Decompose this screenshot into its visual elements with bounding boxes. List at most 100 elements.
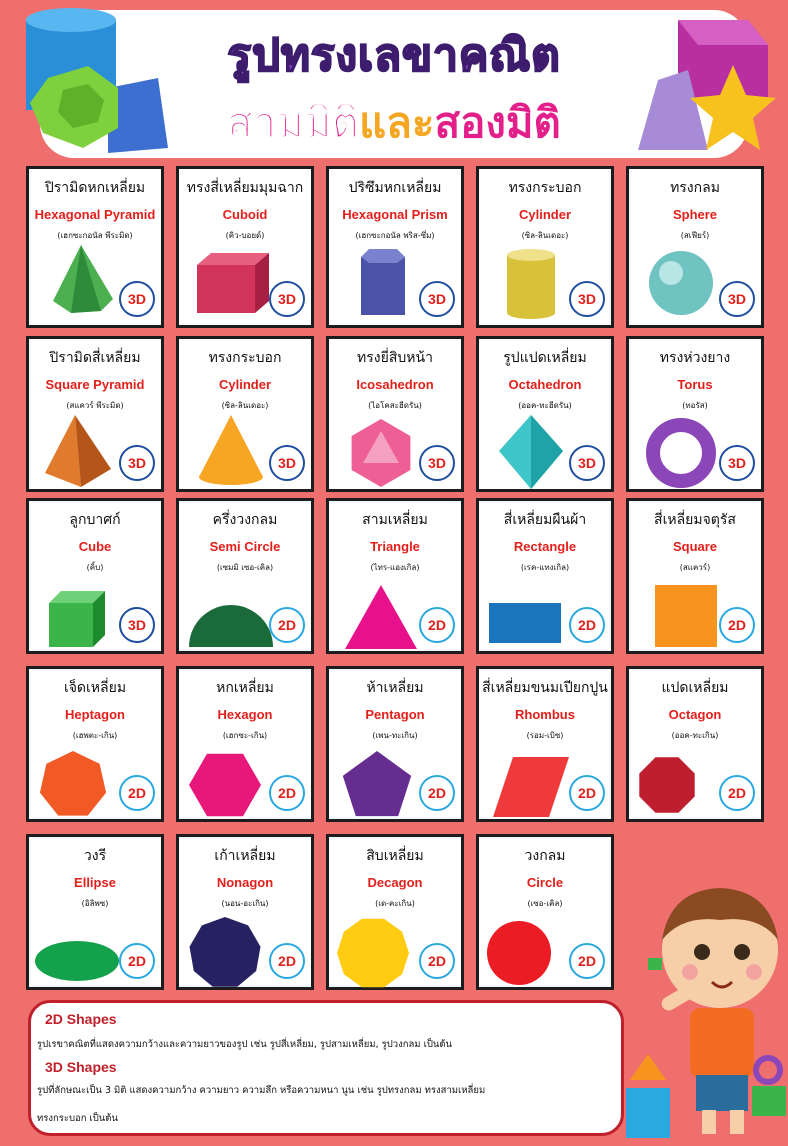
shape-pronunciation: (รอม-เบิซ) — [526, 731, 564, 740]
shape-thai-name: แปดเหลี่ยม — [661, 680, 729, 696]
shape-english-name: Nonagon — [216, 875, 274, 890]
shape-illustration — [185, 573, 277, 653]
shape-card: ทรงกลม Sphere (สเฟียร์) 3D — [626, 166, 764, 328]
shape-pronunciation: (เฮกซะ-เกิน) — [222, 731, 268, 740]
shape-card: สี่เหลี่ยมผืนผ้า Rectangle (เรค-แทงเกิล) 2D — [476, 498, 614, 654]
shape-english-name: Square Pyramid — [45, 377, 145, 392]
shape-pronunciation: (สแควร์) — [679, 563, 711, 572]
shape-card: ปิรามิดสี่เหลี่ยม Square Pyramid (สแควร์ พ… — [26, 336, 164, 492]
dimension-badge: 3D — [719, 445, 755, 481]
shape-thai-name: ทรงกระบอก — [508, 180, 582, 196]
dimension-badge: 2D — [569, 775, 605, 811]
subtitle-part-4: สองมิติ — [434, 98, 561, 147]
shape-pronunciation: (เฮพตะ-เกิน) — [72, 731, 118, 740]
shape-thai-name: ครึ่งวงกลม — [212, 512, 278, 528]
shape-english-name: Cylinder — [218, 377, 271, 392]
shape-pronunciation: (คิ้บ) — [86, 563, 104, 572]
shape-english-name: Heptagon — [65, 707, 125, 722]
shape-illustration — [635, 741, 727, 821]
dimension-badge: 2D — [419, 607, 455, 643]
page-title: รูปทรงเลขาคณิต — [226, 29, 561, 82]
shape-english-name: Decagon — [367, 875, 423, 890]
shape-thai-name: ทรงห่วงยาง — [659, 350, 731, 366]
shape-pronunciation: (ซิล-ลินเดอะ) — [521, 231, 569, 240]
shape-pronunciation: (ไทร-แองเกิล) — [370, 563, 420, 572]
info-2d-text: รูปเรขาคณิตที่แสดงความกว้างและความยาวของ… — [37, 1039, 453, 1050]
shape-thai-name: ปริซึมหกเหลี่ยม — [348, 180, 442, 196]
dimension-badge: 2D — [269, 607, 305, 643]
shape-pronunciation: (ไอโคสะฮีดรัน) — [368, 401, 422, 410]
shape-english-name: Torus — [677, 377, 713, 392]
dimension-badge: 2D — [719, 607, 755, 643]
shape-card: ทรงสี่เหลี่ยมมุมฉาก Cuboid (คิว-บอยด์) 3D — [176, 166, 314, 328]
shape-english-name: Cuboid — [222, 207, 268, 222]
dimension-badge: 2D — [719, 775, 755, 811]
shape-illustration — [335, 741, 427, 821]
dimension-badge: 2D — [269, 943, 305, 979]
shape-card: ลูกบาศก์ Cube (คิ้บ) 3D — [26, 498, 164, 654]
header-shapes-right — [638, 20, 776, 150]
shape-pronunciation: (เฮกซะกอนัล พีระมิด) — [57, 231, 133, 240]
dimension-badge: 3D — [569, 445, 605, 481]
shape-pronunciation: (ซิล-ลินเดอะ) — [221, 401, 269, 410]
shape-illustration — [635, 241, 727, 321]
shape-illustration — [35, 411, 127, 491]
shape-thai-name: ทรงกลม — [670, 180, 720, 196]
shape-pronunciation: (เรค-แทงเกิล) — [520, 563, 570, 572]
shape-card: เก้าเหลี่ยม Nonagon (นอน-อะเกิน) 2D — [176, 834, 314, 990]
shape-illustration — [485, 909, 577, 989]
shape-illustration — [485, 741, 577, 821]
shape-illustration — [35, 573, 127, 653]
shape-english-name: Cube — [78, 539, 112, 554]
shape-illustration — [185, 241, 277, 321]
dimension-badge: 2D — [419, 775, 455, 811]
info-3d-heading: 3D Shapes — [45, 1059, 117, 1075]
shape-card: รูปแปดเหลี่ยม Octahedron (ออค-ทะฮีดรัน) 3D — [476, 336, 614, 492]
shape-english-name: Rectangle — [513, 539, 577, 554]
shape-card: ทรงยี่สิบหน้า Icosahedron (ไอโคสะฮีดรัน) 3D — [326, 336, 464, 492]
shape-english-name: Icosahedron — [356, 377, 434, 392]
shape-card: ทรงกระบอก Cylinder (ซิล-ลินเดอะ) 3D — [176, 336, 314, 492]
shape-english-name: Sphere — [672, 207, 718, 222]
info-box: 2D Shapes รูปเรขาคณิตที่แสดงความกว้างและ… — [28, 1000, 624, 1136]
shape-card: สี่เหลี่ยมขนมเปียกปูน Rhombus (รอม-เบิซ) 2D — [476, 666, 614, 822]
shape-english-name: Octahedron — [508, 377, 582, 392]
shape-illustration — [35, 909, 127, 989]
shape-thai-name: ปิรามิดสี่เหลี่ยม — [49, 350, 141, 366]
shape-thai-name: ทรงสี่เหลี่ยมมุมฉาก — [186, 180, 304, 196]
dimension-badge: 2D — [119, 775, 155, 811]
shape-pronunciation: (สแควร์ พีระมิด) — [66, 401, 124, 410]
shape-card: ปิรามิดหกเหลี่ยม Hexagonal Pyramid (เฮกซะก… — [26, 166, 164, 328]
shape-thai-name: ปิรามิดหกเหลี่ยม — [44, 180, 146, 196]
dimension-badge: 2D — [119, 943, 155, 979]
shape-illustration — [335, 573, 427, 653]
shape-card: แปดเหลี่ยม Octagon (ออค-ทะเกิน) 2D — [626, 666, 764, 822]
shape-illustration — [485, 241, 577, 321]
shape-pronunciation: (เฮกซะกอนัล พริส-ซึ่ม) — [355, 231, 435, 240]
shape-english-name: Pentagon — [365, 707, 425, 722]
shape-thai-name: รูปแปดเหลี่ยม — [503, 350, 587, 366]
dimension-badge: 3D — [419, 445, 455, 481]
page-subtitle: สามมิติและสองมิติ — [0, 90, 788, 156]
info-2d-heading: 2D Shapes — [45, 1011, 117, 1027]
shape-card: เจ็ดเหลี่ยม Heptagon (เฮพตะ-เกิน) 2D — [26, 666, 164, 822]
shape-illustration — [635, 411, 727, 491]
shape-thai-name: ลูกบาศก์ — [69, 512, 121, 528]
shape-illustration — [485, 411, 577, 491]
shape-english-name: Rhombus — [515, 707, 575, 722]
shape-card: ปริซึมหกเหลี่ยม Hexagonal Prism (เฮกซะกอนั… — [326, 166, 464, 328]
shape-thai-name: ห้าเหลี่ยม — [366, 680, 424, 696]
shape-thai-name: ทรงกระบอก — [208, 350, 282, 366]
shape-english-name: Ellipse — [74, 875, 116, 890]
shape-english-name: Square — [672, 539, 718, 554]
shape-thai-name: วงรี — [83, 848, 107, 864]
shape-pronunciation: (นอน-อะเกิน) — [221, 899, 269, 908]
shape-illustration — [185, 909, 277, 989]
dimension-badge: 3D — [719, 281, 755, 317]
shape-thai-name: เจ็ดเหลี่ยม — [63, 680, 127, 696]
shape-thai-name: เก้าเหลี่ยม — [214, 848, 276, 864]
shape-illustration — [635, 573, 727, 653]
shape-english-name: Hexagonal Prism — [342, 207, 448, 222]
shape-pronunciation: (ออค-ทะเกิน) — [671, 731, 719, 740]
shape-thai-name: สี่เหลี่ยมผืนผ้า — [503, 512, 587, 528]
